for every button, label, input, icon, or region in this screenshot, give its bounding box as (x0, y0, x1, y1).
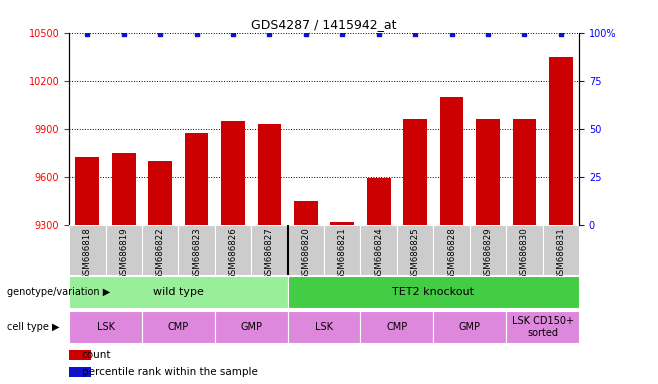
Text: LSK CD150+
sorted: LSK CD150+ sorted (512, 316, 574, 338)
Bar (112, 154, 136, 225)
Text: GSM686818: GSM686818 (83, 227, 92, 280)
Text: count: count (82, 350, 111, 360)
Text: GMP: GMP (459, 322, 481, 332)
Bar (288, 276, 579, 308)
Text: GSM686822: GSM686822 (156, 227, 164, 280)
Bar (367, 178, 391, 225)
Point (374, 31, 384, 37)
Point (155, 31, 165, 37)
Bar (506, 225, 543, 275)
Text: GSM686821: GSM686821 (338, 227, 347, 280)
Bar (69, 367, 91, 377)
Bar (330, 222, 354, 225)
Title: GDS4287 / 1415942_at: GDS4287 / 1415942_at (251, 18, 397, 31)
Bar (476, 119, 500, 225)
Text: GSM686830: GSM686830 (520, 227, 529, 280)
Point (301, 31, 311, 37)
Text: TET2 knockout: TET2 knockout (392, 287, 474, 297)
Point (483, 31, 494, 37)
Point (337, 31, 347, 37)
Text: GSM686829: GSM686829 (484, 227, 492, 280)
Bar (434, 225, 470, 275)
Text: GSM686831: GSM686831 (556, 227, 565, 280)
Bar (440, 97, 463, 225)
Bar (288, 311, 361, 343)
Point (446, 31, 457, 37)
Bar (105, 225, 142, 275)
Text: GSM686825: GSM686825 (411, 227, 420, 280)
Bar (148, 161, 172, 225)
Text: wild type: wild type (153, 287, 204, 297)
Text: GSM686819: GSM686819 (119, 227, 128, 280)
Bar (221, 121, 245, 225)
Text: CMP: CMP (386, 322, 407, 332)
Text: genotype/variation ▶: genotype/variation ▶ (7, 287, 110, 297)
Bar (142, 311, 215, 343)
Point (264, 31, 274, 37)
Point (555, 31, 566, 37)
Text: GSM686824: GSM686824 (374, 227, 383, 280)
Text: CMP: CMP (168, 322, 189, 332)
Text: GSM686823: GSM686823 (192, 227, 201, 280)
Text: GSM686826: GSM686826 (228, 227, 238, 280)
Text: LSK: LSK (315, 322, 333, 332)
Bar (76, 157, 99, 225)
Point (228, 31, 238, 37)
Bar (251, 225, 288, 275)
Bar (69, 276, 288, 308)
Text: GMP: GMP (240, 322, 263, 332)
Bar (470, 225, 506, 275)
Bar (361, 311, 434, 343)
Text: GSM686828: GSM686828 (447, 227, 456, 280)
Bar (185, 132, 209, 225)
Bar (288, 225, 324, 275)
Bar (215, 225, 251, 275)
Bar (69, 311, 142, 343)
Text: percentile rank within the sample: percentile rank within the sample (82, 367, 258, 377)
Bar (549, 57, 572, 225)
Bar (178, 225, 215, 275)
Bar (142, 225, 178, 275)
Bar (215, 311, 288, 343)
Text: LSK: LSK (97, 322, 114, 332)
Point (191, 31, 202, 37)
Text: cell type ▶: cell type ▶ (7, 322, 59, 332)
Bar (513, 119, 536, 225)
Bar (324, 225, 361, 275)
Bar (294, 201, 318, 225)
Bar (69, 351, 91, 360)
Text: GSM686820: GSM686820 (301, 227, 311, 280)
Bar (434, 311, 506, 343)
Point (519, 31, 530, 37)
Bar (361, 225, 397, 275)
Bar (506, 311, 579, 343)
Bar (397, 225, 434, 275)
Bar (257, 124, 281, 225)
Point (118, 31, 129, 37)
Point (82, 31, 93, 37)
Bar (543, 225, 579, 275)
Point (410, 31, 420, 37)
Bar (69, 225, 105, 275)
Bar (403, 119, 427, 225)
Text: GSM686827: GSM686827 (265, 227, 274, 280)
